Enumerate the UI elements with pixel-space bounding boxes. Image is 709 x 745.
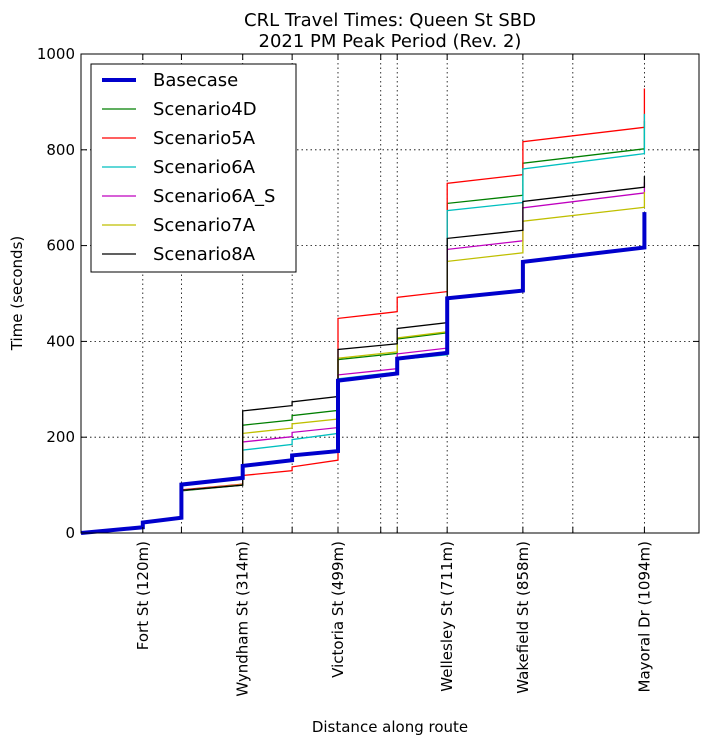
series-line-basecase [80, 212, 647, 535]
chart-subtitle: 2021 PM Peak Period (Rev. 2) [259, 31, 522, 52]
x-tick-label: Victoria St (499m) [329, 541, 347, 678]
legend-label: Scenario7A [153, 215, 256, 236]
y-tick-label: 0 [65, 524, 75, 542]
chart-title: CRL Travel Times: Queen St SBD [244, 10, 536, 31]
y-axis-label: Time (seconds) [8, 236, 26, 352]
x-tick-label: Wakefield St (858m) [514, 541, 532, 694]
axis-ticks: 0 200 400 600 800 1000 Fort St (120m) Wyndham S… [37, 45, 699, 697]
x-axis-label: Distance along route [312, 718, 468, 736]
legend-label: Scenario8A [153, 244, 256, 265]
legend-label: Scenario4D [153, 99, 257, 120]
legend-label: Scenario6A [153, 157, 256, 178]
y-tick-label: 600 [46, 237, 75, 255]
x-tick-label: Wyndham St (314m) [234, 541, 252, 697]
y-tick-label: 800 [46, 141, 75, 159]
legend-label: Basecase [153, 70, 238, 91]
x-tick-label: Mayoral Dr (1094m) [635, 541, 653, 692]
x-tick-label: Fort St (120m) [134, 541, 152, 650]
legend-label: Scenario6A_S [153, 186, 275, 207]
plot-frame [80, 53, 700, 534]
legend-box [90, 63, 297, 273]
x-tick-label: Wellesley St (711m) [438, 541, 456, 692]
y-tick-label: 400 [46, 332, 75, 350]
y-tick-label: 1000 [37, 45, 75, 63]
y-tick-label: 200 [46, 428, 75, 446]
legend-label: Scenario5A [153, 128, 256, 149]
plot-series [80, 88, 647, 535]
legend: Basecase Scenario4D Scenario5A Scenario6A Sc… [90, 63, 297, 273]
